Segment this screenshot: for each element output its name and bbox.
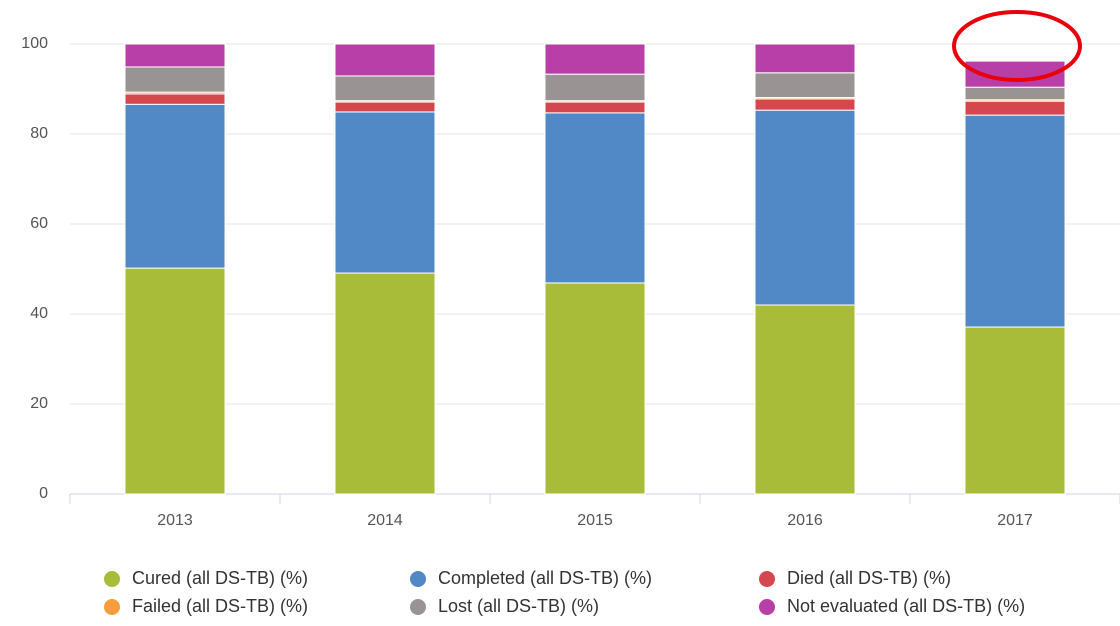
- legend-label: Cured (all DS-TB) (%): [132, 568, 308, 588]
- legend-label: Not evaluated (all DS-TB) (%): [787, 596, 1025, 616]
- bar-segment: [964, 114, 1066, 328]
- bar-segment: [754, 43, 856, 74]
- legend: Cured (all DS-TB) (%) Completed (all DS-T…: [104, 568, 1025, 616]
- legend-marker: [410, 599, 426, 615]
- bar-segment: [544, 43, 646, 75]
- bar-segment: [124, 43, 226, 68]
- x-tick-label: 2017: [997, 512, 1033, 529]
- y-tick-label: 100: [21, 35, 48, 52]
- legend-marker: [410, 571, 426, 587]
- y-tick-label: 20: [30, 395, 48, 412]
- y-tick-label: 40: [30, 305, 48, 322]
- bar-segment: [754, 98, 856, 111]
- bar-segment: [754, 304, 856, 495]
- bar-segment: [124, 66, 226, 93]
- legend-label: Died (all DS-TB) (%): [787, 568, 951, 588]
- bar-segment: [334, 272, 436, 495]
- legend-marker: [759, 599, 775, 615]
- bar-segment: [754, 109, 856, 306]
- x-tick-label: 2014: [367, 512, 403, 529]
- bar-segment: [544, 101, 646, 114]
- bar-segment: [964, 86, 1066, 101]
- y-tick-label: 60: [30, 215, 48, 232]
- bar-segment: [544, 73, 646, 102]
- bar-segment: [544, 282, 646, 495]
- x-tick-label: 2016: [787, 512, 823, 529]
- legend-marker: [104, 571, 120, 587]
- bar-segment: [334, 75, 436, 102]
- legend-label: Completed (all DS-TB) (%): [438, 568, 652, 588]
- highlight-ellipse: [952, 10, 1082, 82]
- legend-marker: [104, 599, 120, 615]
- bar-segment: [334, 43, 436, 77]
- bar-segment: [124, 93, 226, 105]
- bar-segment: [544, 112, 646, 284]
- legend-label: Lost (all DS-TB) (%): [438, 596, 599, 616]
- bar-segment: [334, 111, 436, 274]
- y-tick-label: 80: [30, 125, 48, 142]
- bar-segment: [124, 267, 226, 495]
- bar-segment: [964, 100, 1066, 116]
- bar-segment: [964, 326, 1066, 495]
- legend-marker: [759, 571, 775, 587]
- plot-area: 0 20 40 60 80 100 2013 2014 2015 2016 2017: [21, 35, 1120, 529]
- x-tick-label: 2013: [157, 512, 193, 529]
- bar-segment: [334, 101, 436, 113]
- x-tick-label: 2015: [577, 512, 613, 529]
- bar-segment: [124, 103, 226, 269]
- bar-segment: [754, 72, 856, 99]
- legend-label: Failed (all DS-TB) (%): [132, 596, 308, 616]
- y-tick-label: 0: [39, 485, 48, 502]
